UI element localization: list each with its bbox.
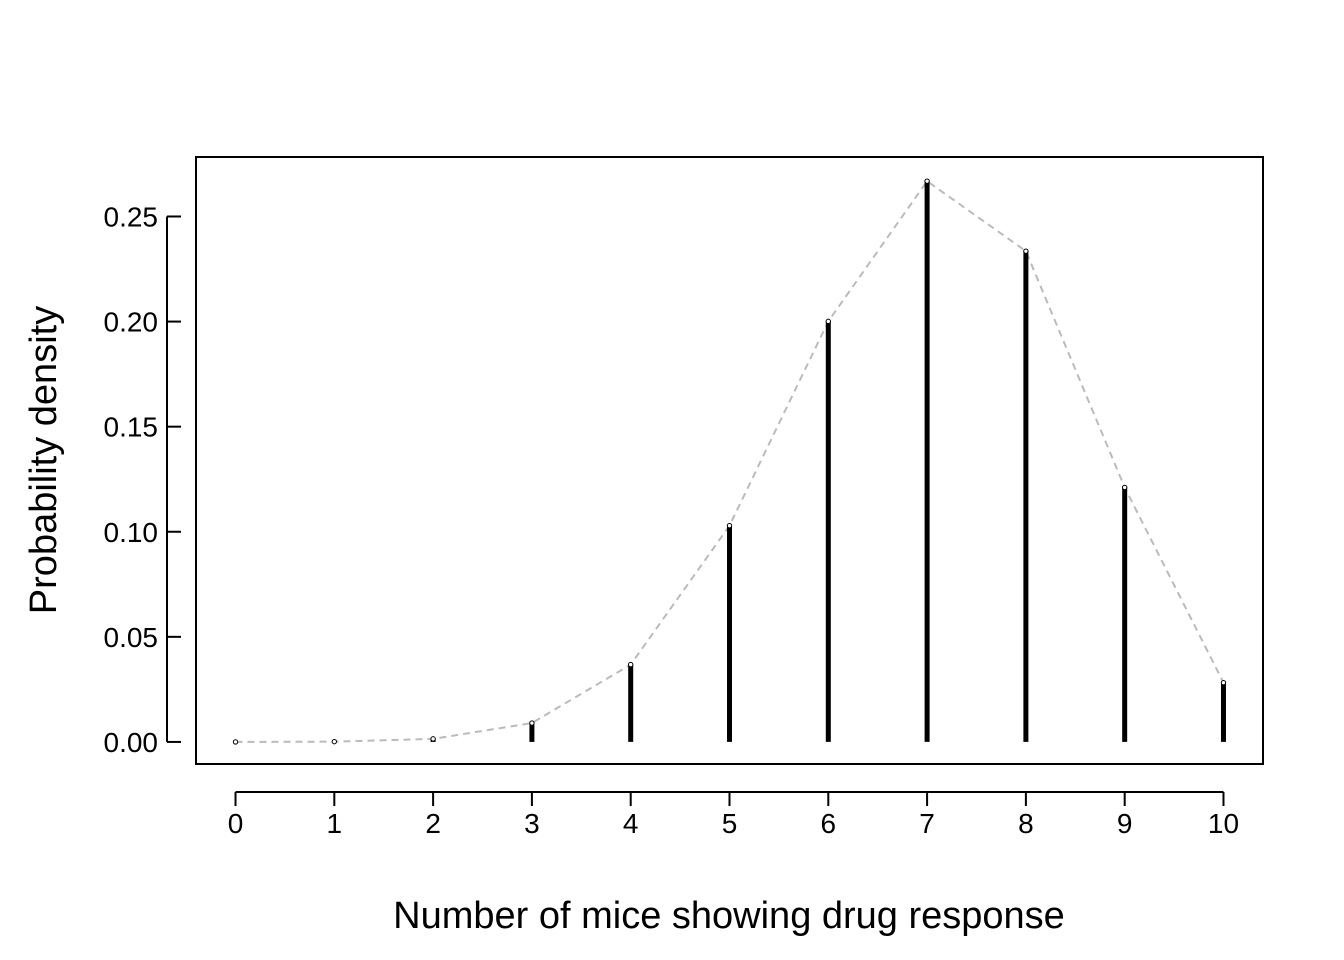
data-point xyxy=(726,522,733,529)
x-tick-label: 3 xyxy=(524,808,540,839)
data-point xyxy=(232,739,239,745)
x-axis: 0 1 2 3 4 5 6 7 8 9 10 xyxy=(228,791,1239,839)
data-point xyxy=(1023,248,1029,254)
y-tick-label: 0.15 xyxy=(104,412,159,443)
y-tick-label: 0.10 xyxy=(104,517,159,548)
x-tick-label: 4 xyxy=(623,808,639,839)
data-point xyxy=(430,736,436,742)
x-tick-label: 1 xyxy=(327,808,343,839)
x-axis-title: Number of mice showing drug response xyxy=(393,895,1065,937)
x-tick-label: 9 xyxy=(1117,808,1133,839)
y-tick-label: 0.00 xyxy=(104,727,159,758)
x-tick-label: 5 xyxy=(722,808,738,839)
x-tick-label: 0 xyxy=(228,808,244,839)
y-tick-label: 0.05 xyxy=(104,622,159,653)
x-tick-label: 10 xyxy=(1208,808,1239,839)
data-point xyxy=(825,318,831,325)
y-tick-label: 0.25 xyxy=(104,201,159,232)
data-point xyxy=(331,738,338,745)
data-point xyxy=(1220,679,1227,686)
plot-frame xyxy=(195,156,1264,765)
probability-bars xyxy=(232,178,1227,745)
x-tick-label: 2 xyxy=(425,808,441,839)
x-tick-label: 6 xyxy=(821,808,837,839)
x-tick-label: 7 xyxy=(919,808,935,839)
x-tick-label: 8 xyxy=(1018,808,1034,839)
data-point xyxy=(1121,484,1128,491)
data-point xyxy=(529,720,535,726)
data-point xyxy=(924,178,930,184)
y-tick-label: 0.20 xyxy=(104,307,159,338)
y-axis-title: Probability density xyxy=(23,306,65,614)
data-point xyxy=(628,661,634,668)
y-axis: 0.00 0.05 0.10 0.15 0.20 0.25 xyxy=(104,201,181,758)
